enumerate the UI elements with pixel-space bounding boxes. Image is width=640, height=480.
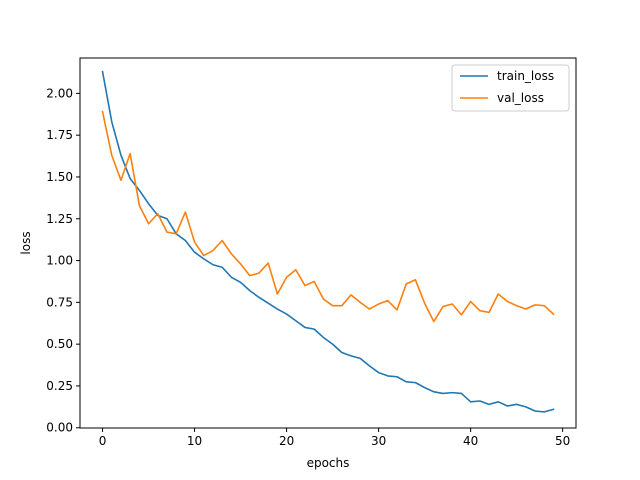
y-tick-label: 1.00 <box>46 254 73 268</box>
y-tick-label: 0.00 <box>46 421 73 435</box>
legend-label-train-loss: train_loss <box>497 69 554 83</box>
x-axis-ticks: 0 10 20 30 40 50 <box>99 428 570 448</box>
x-tick-label: 50 <box>555 434 570 448</box>
series-line-train-loss <box>101 70 555 413</box>
y-tick-label: 1.75 <box>46 128 73 142</box>
legend: train_loss val_loss <box>451 64 570 112</box>
x-tick-label: 40 <box>463 434 478 448</box>
x-tick-label: 10 <box>187 434 202 448</box>
plot-area <box>101 70 555 413</box>
legend-label-val-loss: val_loss <box>497 91 544 105</box>
series-line-val-loss <box>101 110 555 323</box>
y-tick-label: 1.25 <box>46 212 73 226</box>
x-tick-label: 30 <box>371 434 386 448</box>
y-axis-ticks: 0.00 0.25 0.50 0.75 1.00 1.25 1.50 1.75 2.00 <box>46 86 80 435</box>
y-tick-label: 1.50 <box>46 170 73 184</box>
x-axis-label: epochs <box>307 456 350 470</box>
y-tick-label: 0.50 <box>46 337 73 351</box>
x-tick-label: 20 <box>279 434 294 448</box>
y-tick-label: 0.25 <box>46 379 73 393</box>
axes-frame <box>79 57 577 429</box>
y-tick-label: 0.75 <box>46 295 73 309</box>
series-lines <box>101 70 555 413</box>
x-tick-label: 0 <box>99 434 107 448</box>
y-tick-label: 2.00 <box>46 86 73 100</box>
y-axis-label: loss <box>19 231 33 254</box>
